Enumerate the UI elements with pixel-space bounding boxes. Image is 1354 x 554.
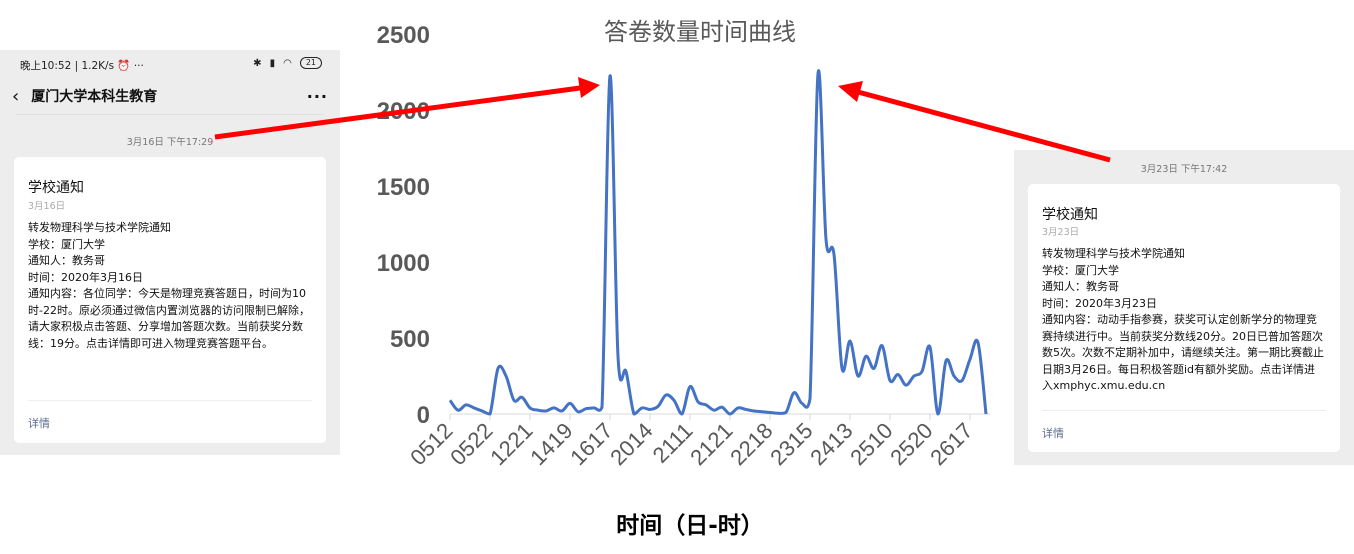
body-line: 学校：厦门大学: [28, 237, 105, 251]
x-tick-label: 1617: [565, 418, 617, 470]
arrow-left-shaft: [214, 85, 581, 140]
divider: [16, 114, 324, 115]
details-link[interactable]: 详情: [28, 417, 50, 430]
bluetooth-icon: ✱: [253, 57, 262, 69]
arrow-right-shaft: [857, 89, 1111, 163]
y-tick-label: 1000: [377, 250, 430, 277]
more-icon[interactable]: ···: [306, 86, 328, 106]
card-divider: [1042, 410, 1326, 411]
back-icon[interactable]: ‹: [12, 85, 20, 107]
notice-card[interactable]: 学校通知 3月23日 转发物理科学与技术学院通知 学校：厦门大学 通知人：教务哥…: [1028, 184, 1340, 452]
x-tick-label: 2315: [765, 418, 817, 470]
status-bar-time: 晚上10:52 | 1.2K/s ⏰ ···: [20, 60, 144, 72]
chart-title: 答卷数量时间曲线: [604, 18, 796, 46]
battery-icon: 21: [299, 57, 322, 69]
x-tick-label: 0522: [445, 418, 497, 470]
wifi-icon: ◠: [283, 57, 292, 69]
card-title: 学校通知: [28, 180, 84, 196]
card-date: 3月16日: [28, 201, 66, 212]
x-axis-label: 时间（日-时）: [616, 513, 764, 539]
right-wechat-screenshot: 3月23日 下午17:42 学校通知 3月23日 转发物理科学与技术学院通知 学…: [1014, 150, 1354, 465]
arrow-left-head: [578, 77, 600, 98]
x-tick-label: 0512: [405, 418, 457, 470]
x-tick-label: 1221: [485, 418, 537, 470]
notice-card[interactable]: 学校通知 3月16日 转发物理科学与技术学院通知 学校：厦门大学 通知人：教务哥…: [14, 157, 326, 443]
body-line: 时间：2020年3月16日: [28, 270, 143, 284]
body-line: 通知人：教务哥: [28, 254, 105, 267]
y-tick-label: 2500: [377, 22, 430, 49]
x-tick-label: 1419: [525, 418, 577, 470]
body-line: 通知内容：动动手指参赛，获奖可认定创新学分的物理竞赛持续进行中。当前获奖分数线2…: [1042, 313, 1324, 392]
arrow-right-head: [838, 81, 863, 102]
y-tick-label: 500: [390, 326, 430, 353]
body-line: 通知人：教务哥: [1042, 280, 1119, 293]
x-tick-label: 2617: [925, 418, 977, 470]
card-date: 3月23日: [1042, 227, 1080, 238]
y-tick-label: 1500: [377, 174, 430, 201]
message-timestamp: 3月23日 下午17:42: [1140, 164, 1228, 175]
card-body: 转发物理科学与技术学院通知 学校：厦门大学 通知人：教务哥 时间：2020年3月…: [1042, 246, 1326, 395]
nav-bar: ‹ 厦门大学本科生教育 ···: [12, 85, 328, 107]
series-line: [448, 69, 988, 416]
body-line: 通知内容：各位同学：今天是物理竞赛答题日，时间为10时-22时。原必须通过微信内…: [28, 287, 310, 350]
details-link[interactable]: 详情: [1042, 427, 1064, 440]
signal-icon: ▮: [269, 57, 276, 69]
x-tick-label: 2510: [845, 418, 897, 470]
card-title: 学校通知: [1042, 207, 1098, 223]
left-wechat-screenshot: 晚上10:52 | 1.2K/s ⏰ ··· ✱ ▮ ◠ 21 ‹ 厦门大学本科…: [0, 50, 340, 455]
x-tick-label: 2413: [805, 418, 857, 470]
x-tick-label: 2520: [885, 418, 937, 470]
x-tick-label: 2121: [685, 418, 737, 470]
card-body: 转发物理科学与技术学院通知 学校：厦门大学 通知人：教务哥 时间：2020年3月…: [28, 220, 312, 352]
card-divider: [28, 400, 312, 401]
body-line: 转发物理科学与技术学院通知: [1042, 247, 1185, 260]
message-timestamp: 3月16日 下午17:29: [126, 137, 214, 148]
y-tick-label: 0: [417, 402, 430, 429]
x-tick-label: 2014: [605, 418, 657, 470]
status-bar-icons: ✱ ▮ ◠ 21: [253, 57, 322, 69]
x-tick-label: 2218: [725, 418, 777, 470]
body-line: 时间：2020年3月23日: [1042, 296, 1157, 310]
body-line: 学校：厦门大学: [1042, 263, 1119, 277]
body-line: 转发物理科学与技术学院通知: [28, 221, 171, 234]
x-tick-label: 2111: [648, 418, 698, 468]
nav-title: 厦门大学本科生教育: [31, 89, 158, 105]
